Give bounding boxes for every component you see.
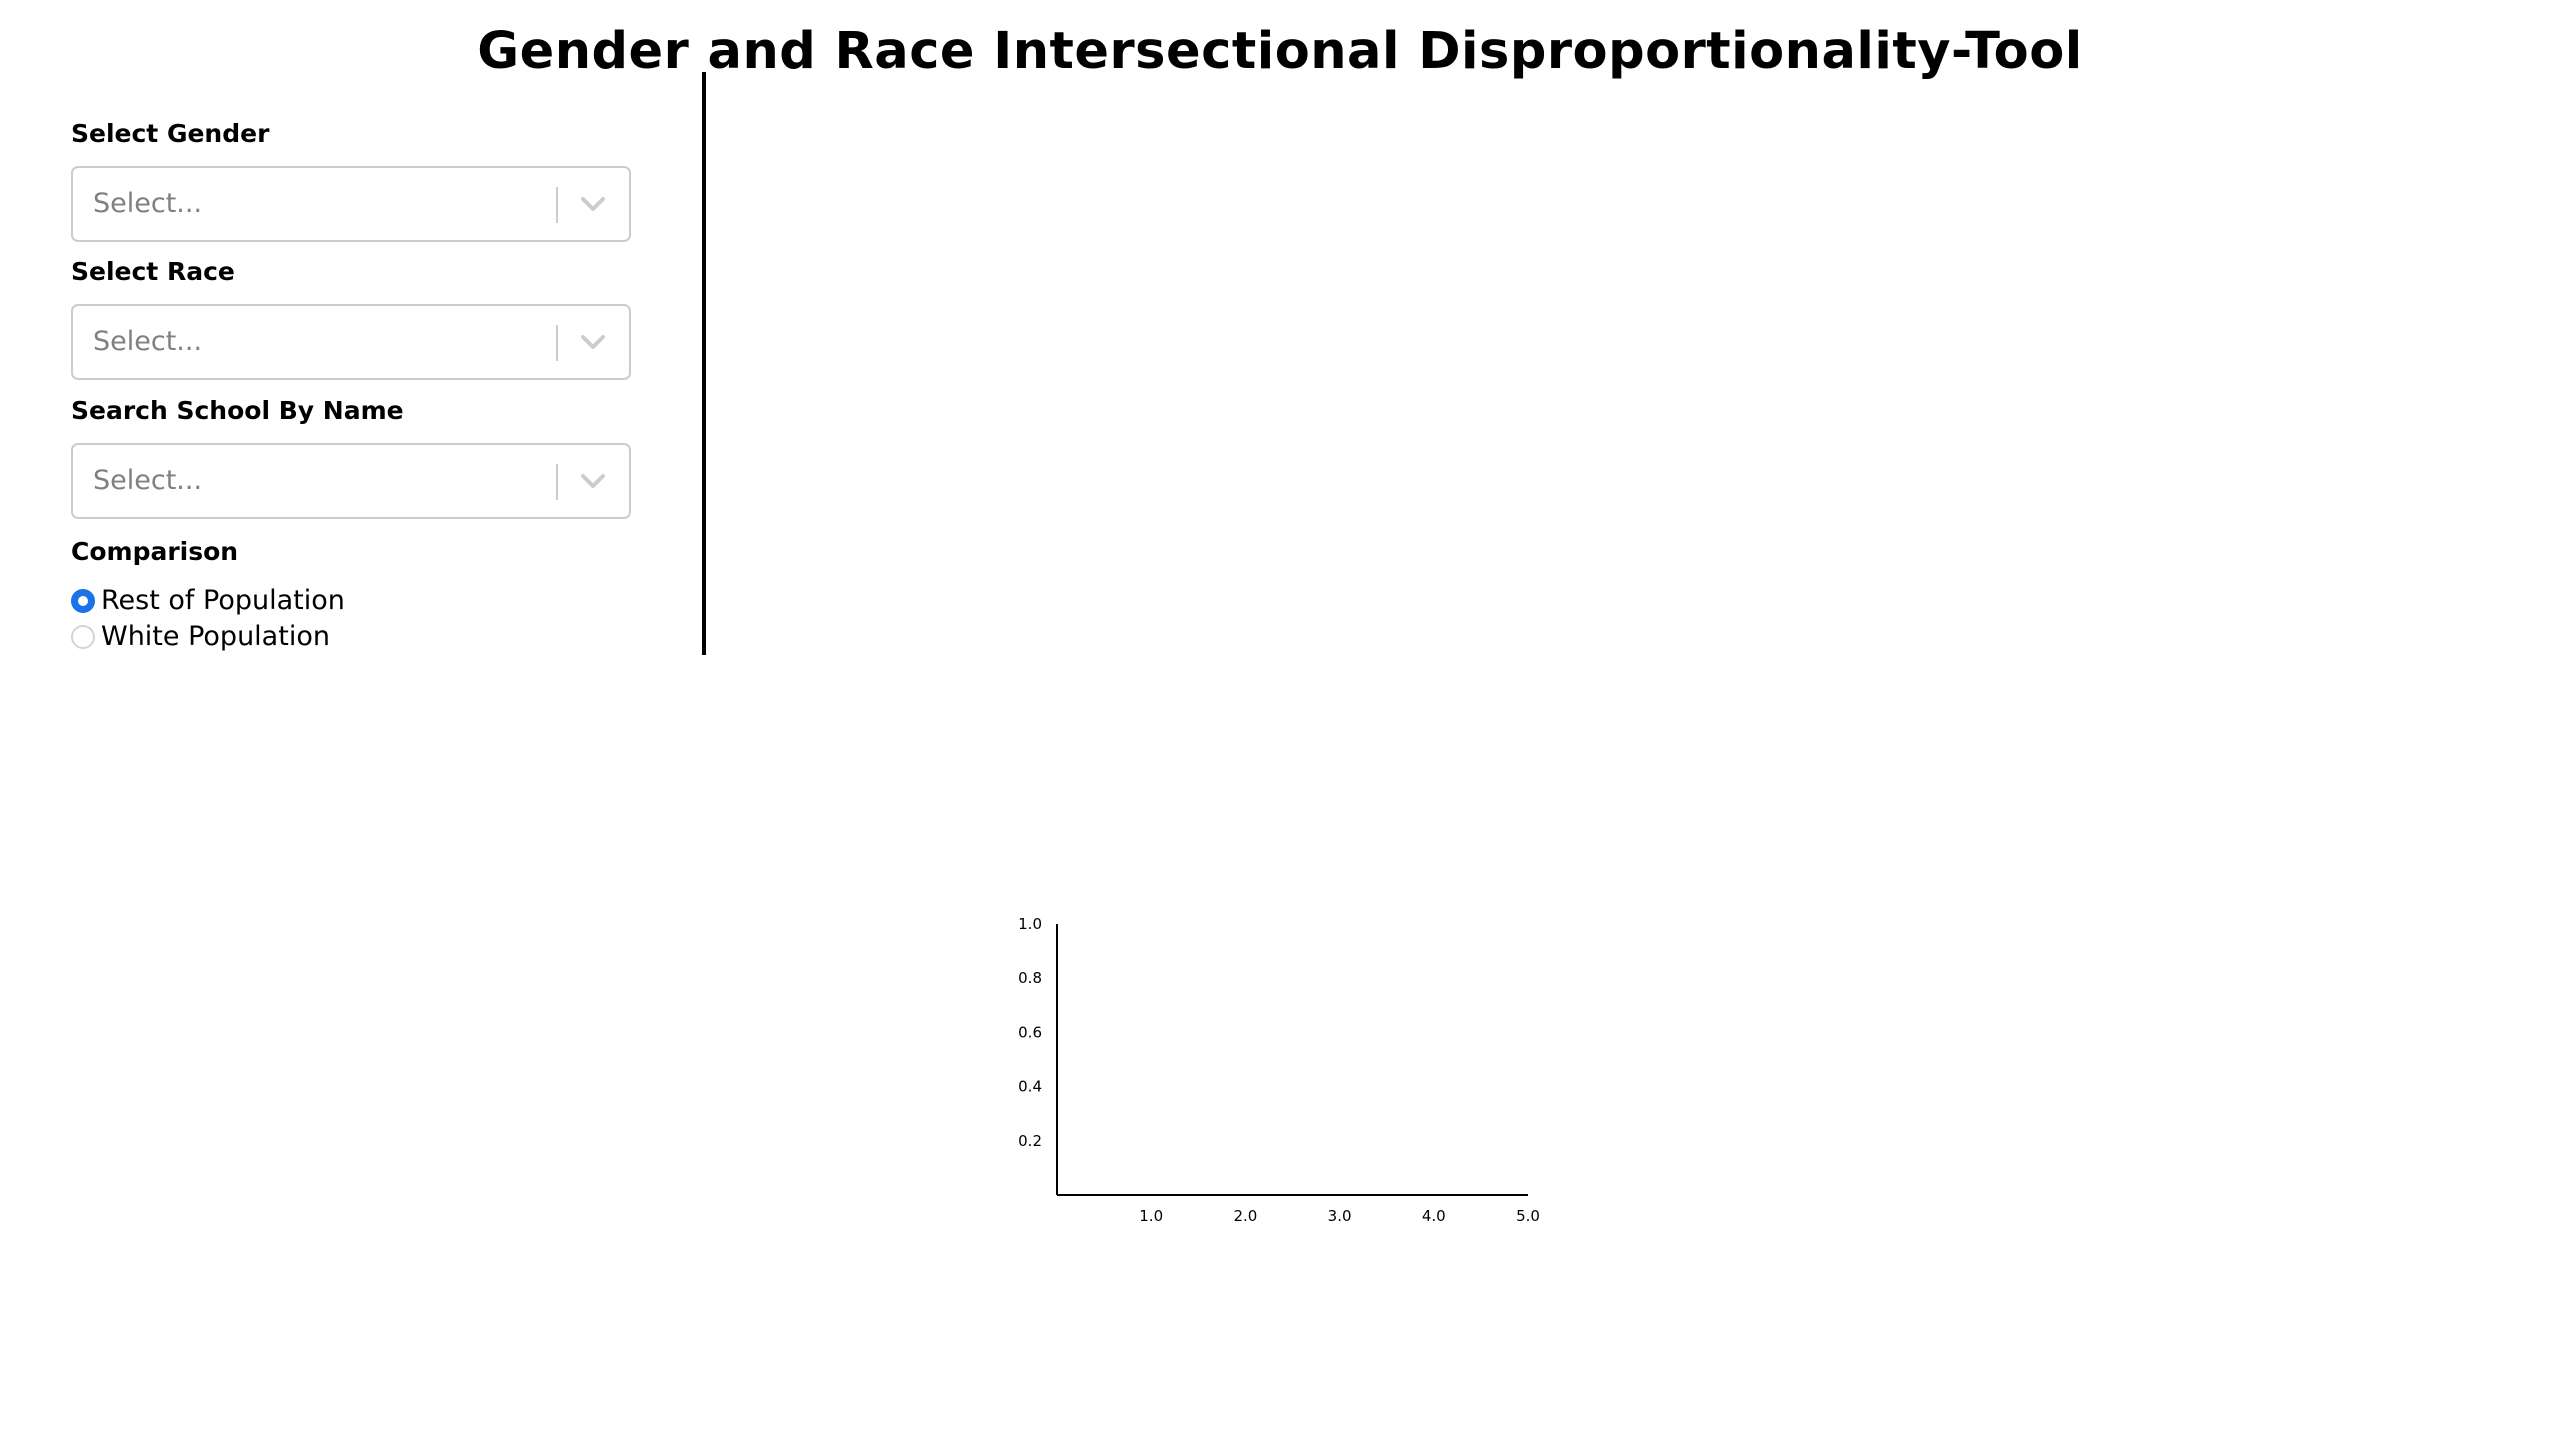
x-tick-label: 5.0 <box>1516 1207 1540 1225</box>
x-tick-labels: 1.0 2.0 3.0 4.0 5.0 <box>1139 1207 1540 1225</box>
gender-select-separator <box>556 187 558 223</box>
radio-unselected-icon[interactable] <box>71 625 95 649</box>
comparison-option-white-population[interactable]: White Population <box>71 619 330 655</box>
x-tick-label: 3.0 <box>1328 1207 1352 1225</box>
race-select[interactable]: Select... <box>71 304 631 380</box>
gender-label: Select Gender <box>71 119 270 148</box>
race-select-placeholder: Select... <box>93 326 203 357</box>
panel-divider <box>702 72 706 655</box>
school-search-placeholder: Select... <box>93 465 203 496</box>
y-tick-label: 1.0 <box>1018 915 1042 933</box>
school-search-select[interactable]: Select... <box>71 443 631 519</box>
y-tick-label: 0.4 <box>1018 1078 1042 1096</box>
school-search-separator <box>556 464 558 500</box>
chevron-down-icon[interactable] <box>575 463 611 499</box>
page-title: Gender and Race Intersectional Dispropor… <box>477 22 2083 81</box>
race-label: Select Race <box>71 257 235 286</box>
y-tick-label: 0.8 <box>1018 969 1042 987</box>
x-tick-label: 1.0 <box>1139 1207 1163 1225</box>
race-select-separator <box>556 325 558 361</box>
x-tick-label: 2.0 <box>1233 1207 1257 1225</box>
school-search-label: Search School By Name <box>71 396 404 425</box>
gender-select-placeholder: Select... <box>93 188 203 219</box>
y-tick-label: 0.2 <box>1018 1132 1042 1150</box>
comparison-option-rest-of-population[interactable]: Rest of Population <box>71 583 345 619</box>
chevron-down-icon[interactable] <box>575 324 611 360</box>
gender-select[interactable]: Select... <box>71 166 631 242</box>
y-tick-labels: 0.2 0.4 0.6 0.8 1.0 <box>1018 915 1042 1150</box>
comparison-label: Comparison <box>71 537 239 566</box>
x-tick-label: 4.0 <box>1422 1207 1446 1225</box>
y-tick-label: 0.6 <box>1018 1023 1042 1041</box>
chevron-down-icon[interactable] <box>575 186 611 222</box>
comparison-option-label: White Population <box>101 621 330 652</box>
radio-selected-icon[interactable] <box>71 589 95 613</box>
comparison-option-label: Rest of Population <box>101 585 345 616</box>
